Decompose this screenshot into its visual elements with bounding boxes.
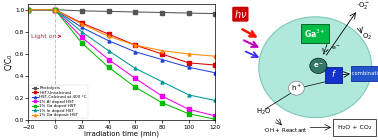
- 1% In doped HST: [133, 67, 138, 69]
- Text: H₂O + CO₂: H₂O + CO₂: [338, 125, 371, 130]
- 1% Al doped HST: [133, 78, 138, 79]
- Photolysis: [160, 12, 164, 13]
- 1% In doped HST: [79, 31, 84, 33]
- 1% Al doped HST: [79, 37, 84, 38]
- Text: $\cdot$O$_2^-$: $\cdot$O$_2^-$: [356, 0, 370, 11]
- HST-Uncalcined: [213, 64, 218, 66]
- Circle shape: [259, 17, 372, 118]
- FancyBboxPatch shape: [351, 66, 378, 81]
- Text: $\cdot$OH + Reactant: $\cdot$OH + Reactant: [263, 126, 308, 134]
- 1% Al doped HST: [106, 59, 111, 60]
- Photolysis: [213, 13, 218, 14]
- 1% In doped HST: [53, 9, 57, 11]
- Text: e$^-$: e$^-$: [331, 44, 341, 52]
- 1% Ga doped HST: [53, 9, 57, 11]
- Line: Photolysis: Photolysis: [27, 8, 217, 15]
- Legend: Photolysis, HST-Uncalcined, HST-Calcined at 400 °C, 1% Al doped HST, 1% Ga doped: Photolysis, HST-Uncalcined, HST-Calcined…: [31, 85, 88, 118]
- Text: Light on: Light on: [31, 34, 61, 39]
- Photolysis: [106, 10, 111, 12]
- 1% Al doped HST: [53, 9, 57, 11]
- 1% Ga deposit HST: [106, 35, 111, 37]
- 1% Al doped HST: [160, 95, 164, 97]
- 1% Al doped HST: [213, 115, 218, 117]
- Line: 1% Ga doped HST: 1% Ga doped HST: [27, 8, 217, 121]
- Text: e$^-$: e$^-$: [313, 61, 324, 70]
- 1% Ga deposit HST: [53, 9, 57, 11]
- Photolysis: [26, 9, 31, 11]
- 1% Ga doped HST: [186, 113, 191, 115]
- HST-Uncalcined: [186, 62, 191, 64]
- Text: f: f: [332, 70, 335, 79]
- HST-Uncalcined: [79, 22, 84, 24]
- 1% Ga deposit HST: [26, 9, 31, 11]
- HST-Calcined at 400 °C: [106, 40, 111, 42]
- HST-Uncalcined: [133, 44, 138, 46]
- 1% Ga doped HST: [106, 66, 111, 68]
- 1% In doped HST: [26, 9, 31, 11]
- HST-Calcined at 400 °C: [213, 72, 218, 74]
- Line: 1% Ga deposit HST: 1% Ga deposit HST: [27, 8, 217, 58]
- 1% Ga doped HST: [160, 102, 164, 104]
- HST-Uncalcined: [26, 9, 31, 11]
- 1% Ga doped HST: [26, 9, 31, 11]
- 1% In doped HST: [186, 94, 191, 96]
- HST-Uncalcined: [106, 33, 111, 35]
- 1% Ga deposit HST: [213, 55, 218, 57]
- HST-Calcined at 400 °C: [133, 51, 138, 53]
- Circle shape: [288, 81, 304, 95]
- 1% Ga deposit HST: [186, 53, 191, 55]
- Text: h$^+$: h$^+$: [291, 83, 302, 93]
- Y-axis label: C/C₀: C/C₀: [5, 54, 14, 70]
- Line: 1% Al doped HST: 1% Al doped HST: [27, 8, 217, 117]
- X-axis label: Irradiation time (min): Irradiation time (min): [84, 131, 160, 137]
- Text: O$_2$: O$_2$: [362, 32, 373, 42]
- HST-Uncalcined: [160, 53, 164, 55]
- HST-Calcined at 400 °C: [160, 59, 164, 60]
- 1% Ga doped HST: [213, 118, 218, 120]
- Line: HST-Uncalcined: HST-Uncalcined: [27, 8, 217, 67]
- HST-Calcined at 400 °C: [186, 66, 191, 68]
- 1% Ga deposit HST: [79, 23, 84, 25]
- Text: Ga$^{3+}$: Ga$^{3+}$: [304, 27, 326, 40]
- Photolysis: [186, 12, 191, 14]
- 1% In doped HST: [106, 50, 111, 52]
- Line: 1% In doped HST: 1% In doped HST: [27, 8, 217, 102]
- HST-Calcined at 400 °C: [26, 9, 31, 11]
- 1% Ga deposit HST: [160, 50, 164, 52]
- Text: Recombination: Recombination: [346, 71, 378, 76]
- 1% Al doped HST: [26, 9, 31, 11]
- 1% Ga doped HST: [133, 86, 138, 88]
- HST-Uncalcined: [53, 9, 57, 11]
- 1% In doped HST: [160, 81, 164, 82]
- HST-Calcined at 400 °C: [79, 27, 84, 28]
- Photolysis: [79, 10, 84, 12]
- FancyBboxPatch shape: [325, 67, 342, 83]
- 1% In doped HST: [213, 100, 218, 101]
- Text: H$_2$O: H$_2$O: [256, 106, 271, 117]
- Photolysis: [133, 11, 138, 13]
- 1% Ga deposit HST: [133, 44, 138, 46]
- Line: HST-Calcined at 400 °C: HST-Calcined at 400 °C: [27, 8, 217, 74]
- FancyBboxPatch shape: [301, 24, 329, 43]
- FancyBboxPatch shape: [333, 119, 376, 136]
- HST-Calcined at 400 °C: [53, 9, 57, 11]
- Circle shape: [310, 58, 327, 74]
- Text: $h\nu$: $h\nu$: [234, 8, 247, 20]
- Photolysis: [53, 9, 57, 11]
- 1% Al doped HST: [186, 108, 191, 110]
- 1% Ga doped HST: [79, 42, 84, 44]
